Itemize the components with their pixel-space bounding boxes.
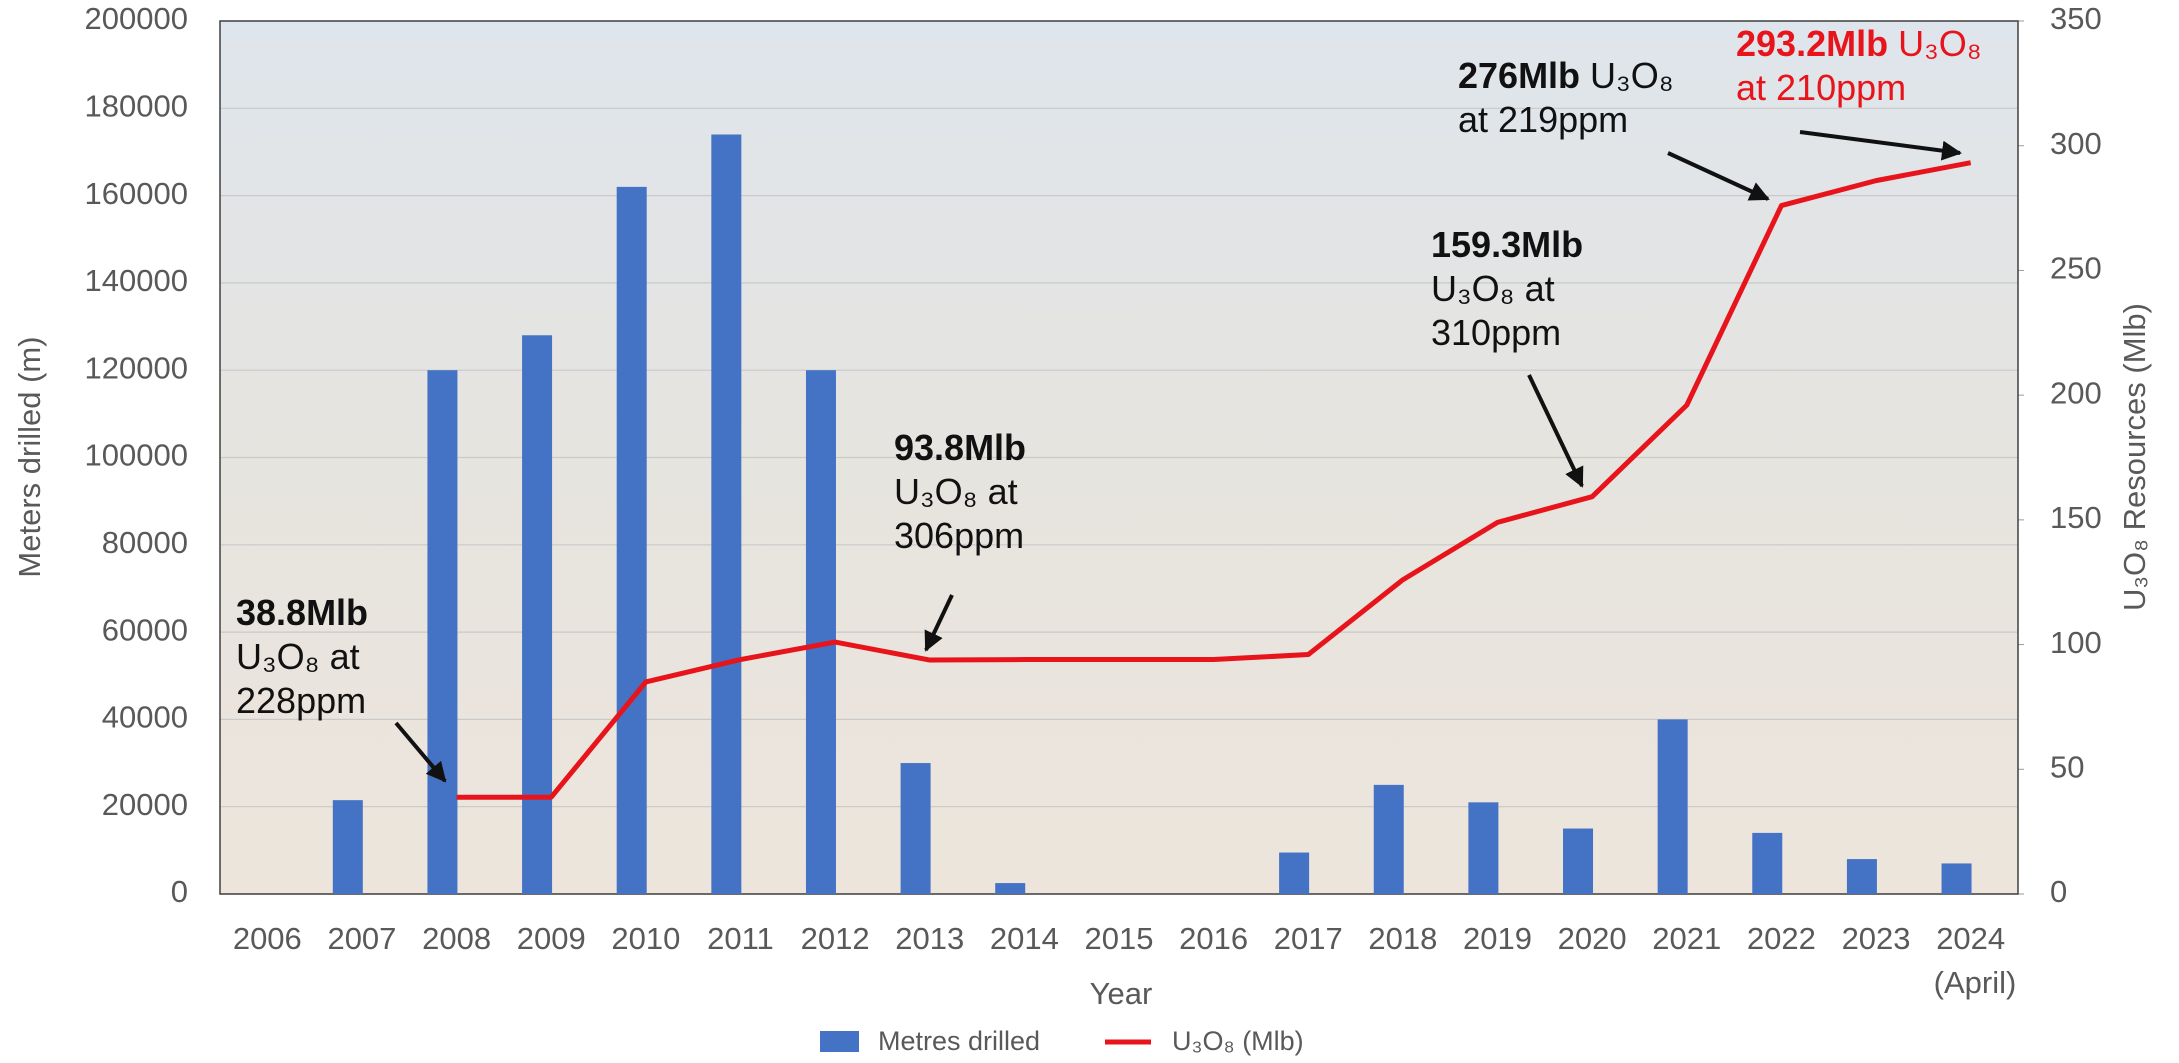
bar [522, 335, 552, 894]
y2-tick-label: 300 [2050, 126, 2102, 161]
y-tick-label: 80000 [102, 525, 188, 560]
y-tick-label: 100000 [85, 438, 188, 473]
x-tick-label: 2008 [422, 921, 491, 956]
bar [1374, 785, 1404, 894]
x-tick-label: 2021 [1652, 921, 1721, 956]
y2-tick-label: 100 [2050, 625, 2102, 660]
x-tick-label: 2020 [1558, 921, 1627, 956]
y-tick-label: 40000 [102, 700, 188, 735]
annotation-text: U₃O₈ [1898, 23, 1982, 64]
x-tick-label: 2016 [1179, 921, 1248, 956]
x-tick-label: 2009 [517, 921, 586, 956]
y-tick-label: 60000 [102, 612, 188, 647]
y2-tick-label: 200 [2050, 375, 2102, 410]
x-tick-label: 2012 [801, 921, 870, 956]
y2-tick-label: 0 [2050, 874, 2067, 909]
chart: Meters drilled (m) U₃O₈ Resources (Mlb) … [0, 0, 2179, 1058]
x-tick-label: 2013 [895, 921, 964, 956]
x-axis-title: Year [1090, 976, 1153, 1011]
x-tick-label: 2019 [1463, 921, 1532, 956]
bar [617, 187, 647, 894]
y-tick-label: 180000 [85, 88, 188, 123]
bar [333, 800, 363, 894]
x-tick-label: 2024 (April) [1925, 921, 2016, 1000]
x-tick-label: 2018 [1368, 921, 1437, 956]
bar [1847, 859, 1877, 894]
bar [427, 370, 457, 894]
bar [995, 883, 1025, 894]
annotation-title: 293.2Mlb [1736, 23, 1888, 64]
x-tick-label: 2017 [1274, 921, 1343, 956]
bar [1942, 863, 1972, 894]
annotation-text: 310ppm [1431, 312, 1561, 353]
annotation-text: 306ppm [894, 515, 1024, 556]
legend-label: U₃O₈ (Mlb) [1172, 1026, 1304, 1056]
y2-tick-label: 250 [2050, 251, 2102, 286]
bar [1279, 853, 1309, 894]
annotation-text: at 219ppm [1458, 99, 1628, 140]
bar [1658, 719, 1688, 894]
y-axis-title: Meters drilled (m) [12, 336, 47, 577]
y2-tick-label: 150 [2050, 500, 2102, 535]
annotation-text: U₃O₈ at [1431, 268, 1555, 309]
y2-tick-label: 50 [2050, 749, 2084, 784]
y-tick-label: 160000 [85, 176, 188, 211]
x-tick-label: 2011 [707, 921, 774, 956]
x-tick-label: 2006 [233, 921, 302, 956]
annotation-title: 38.8Mlb [236, 592, 368, 633]
annotation-title: 159.3Mlb [1431, 224, 1583, 265]
bar [901, 763, 931, 894]
y-tick-label: 0 [171, 874, 188, 909]
annotation-text: U₃O₈ [1590, 55, 1674, 96]
bar [1563, 829, 1593, 894]
y2-tick-label: 350 [2050, 1, 2102, 36]
x-tick-label: 2023 [1842, 921, 1911, 956]
y2-axis-title: U₃O₈ Resources (Mlb) [2117, 303, 2152, 611]
page: {"chart_data": { "type": "bar-line", "x_… [0, 0, 2179, 1058]
legend-swatch [820, 1031, 859, 1052]
annotation-text: U₃O₈ at [894, 471, 1018, 512]
annotation-text: at 210ppm [1736, 67, 1906, 108]
y-tick-label: 200000 [85, 1, 188, 36]
y-tick-label: 120000 [85, 350, 188, 385]
annotation-text: 228ppm [236, 680, 366, 721]
annotation-title: 276Mlb [1458, 55, 1580, 96]
x-tick-label: 2022 [1747, 921, 1816, 956]
y-tick-label: 140000 [85, 263, 188, 298]
x-tick-label: 2007 [327, 921, 396, 956]
x-tick-label: 2015 [1085, 921, 1154, 956]
annotation-text: U₃O₈ at [236, 636, 360, 677]
bar [1752, 833, 1782, 894]
legend-label: Metres drilled [878, 1026, 1040, 1056]
x-tick-label: 2014 [990, 921, 1059, 956]
bar [1468, 802, 1498, 894]
x-tick-label: 2010 [611, 921, 680, 956]
annotation-title: 93.8Mlb [894, 427, 1026, 468]
bar [711, 134, 741, 894]
y-tick-label: 20000 [102, 787, 188, 822]
bar [806, 370, 836, 894]
